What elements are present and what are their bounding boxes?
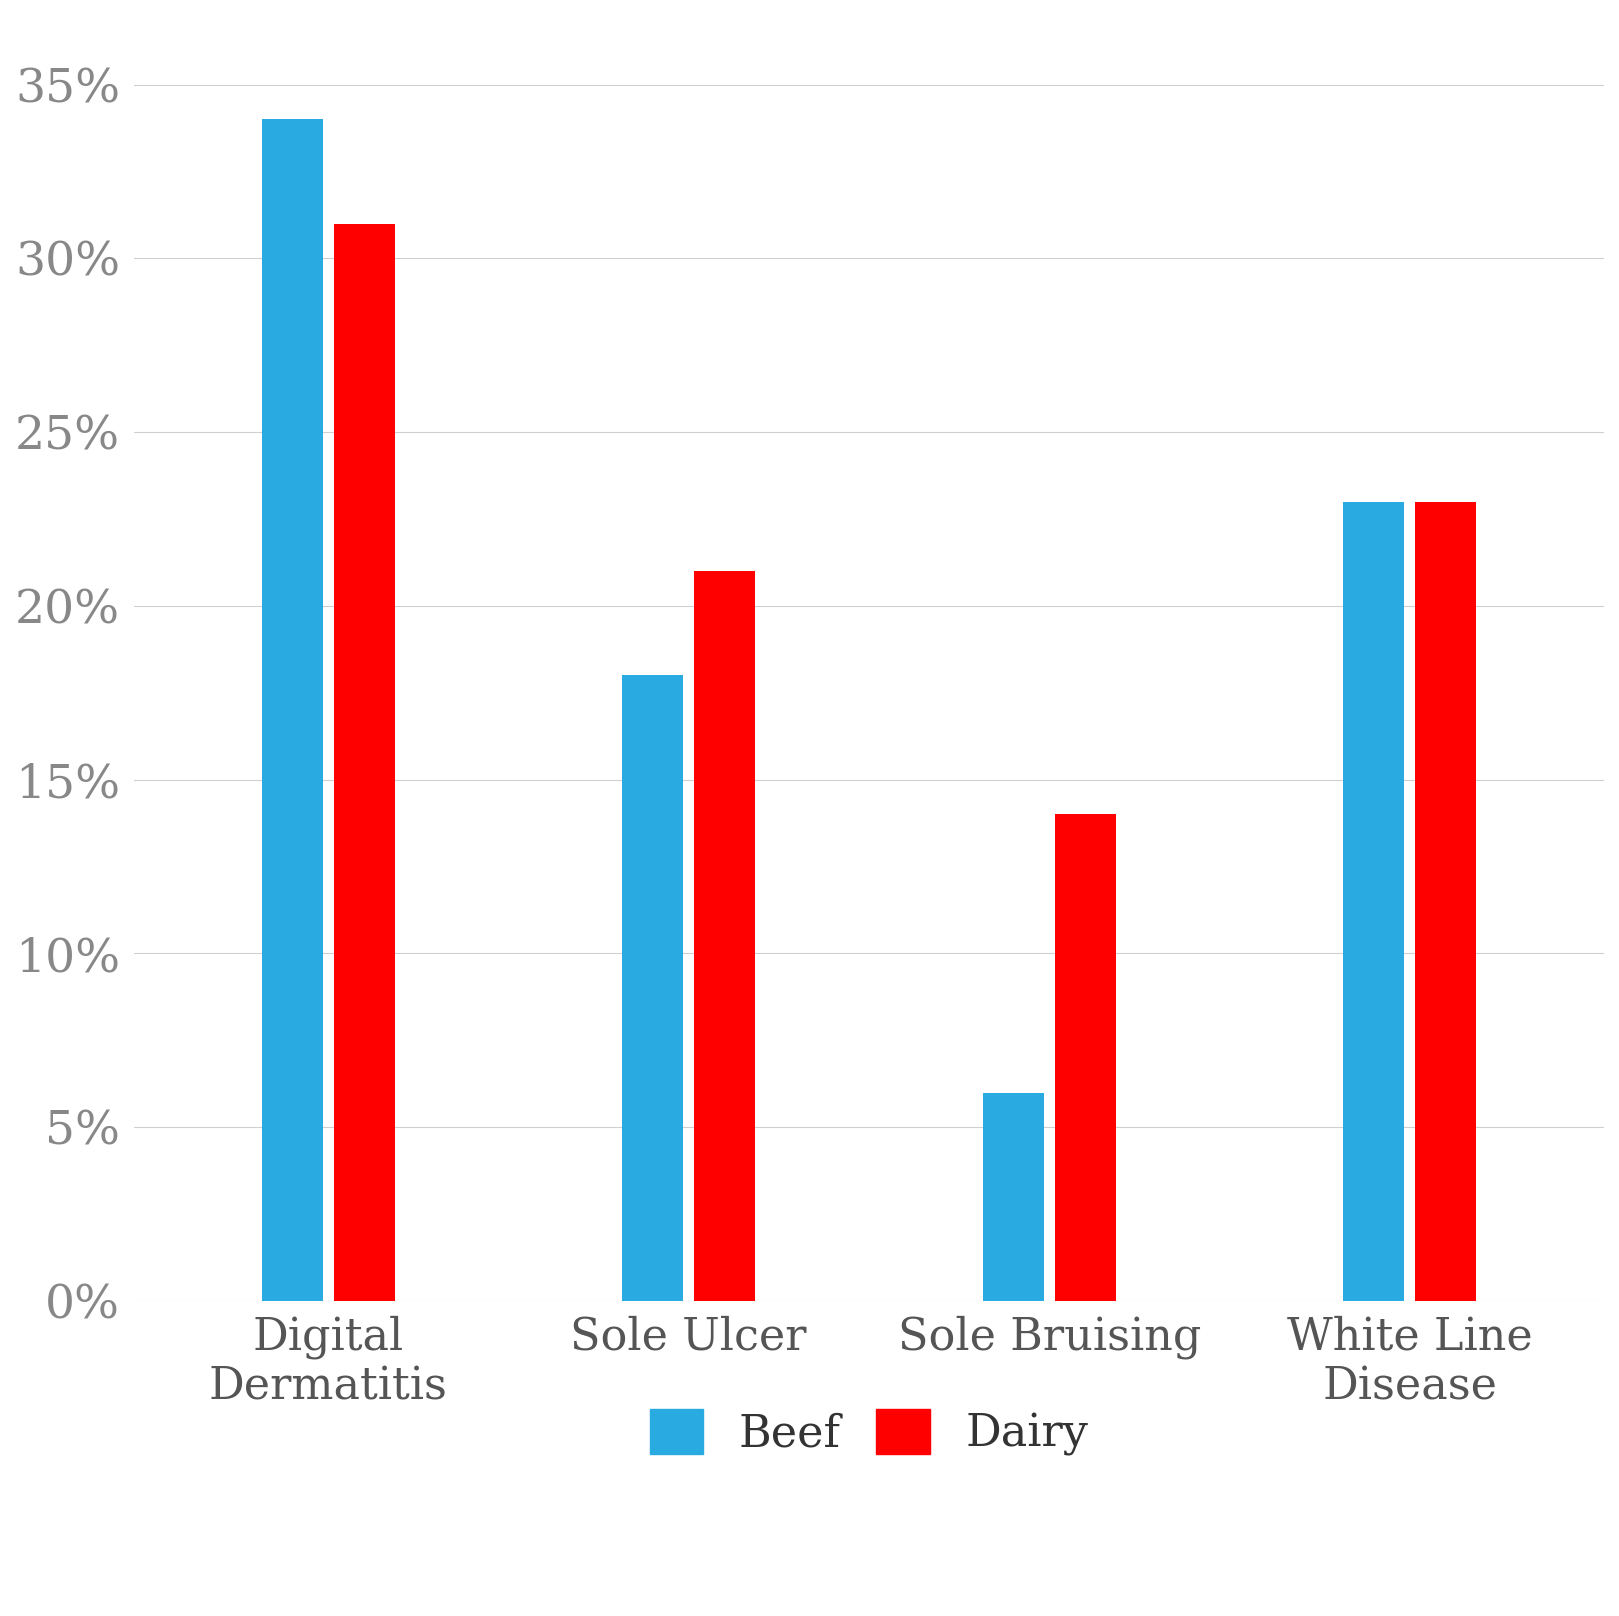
- Bar: [1056, 814, 1115, 1301]
- Legend: Beef, Dairy: Beef, Dairy: [628, 1387, 1111, 1479]
- Bar: [983, 1092, 1044, 1301]
- Bar: [1415, 501, 1477, 1301]
- Bar: [622, 675, 683, 1301]
- Bar: [262, 120, 322, 1301]
- Bar: [1344, 501, 1404, 1301]
- Bar: [334, 223, 395, 1301]
- Bar: [695, 570, 756, 1301]
